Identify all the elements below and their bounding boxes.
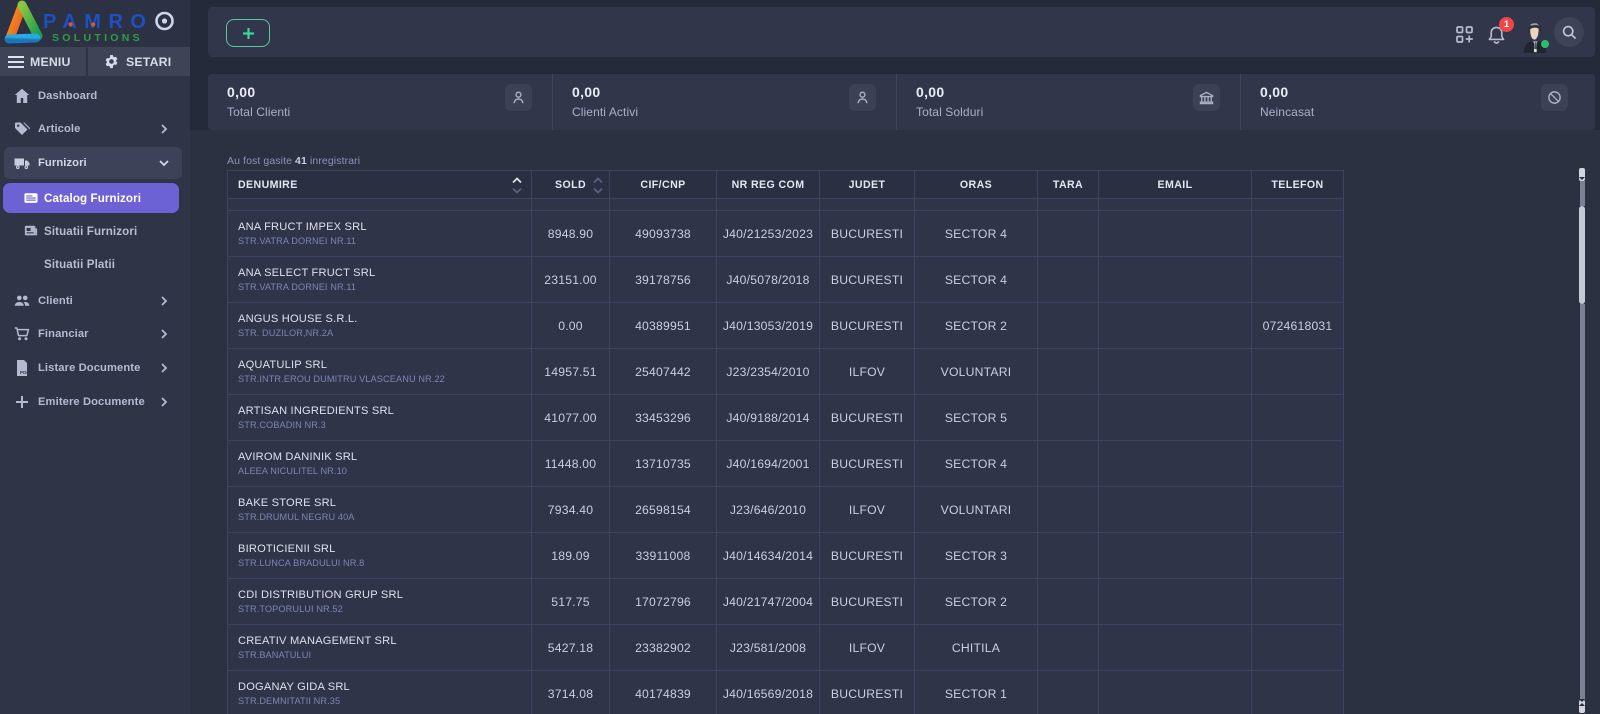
svg-text:PDF: PDF bbox=[20, 370, 29, 375]
svg-text:SOLUTIONS: SOLUTIONS bbox=[52, 32, 143, 44]
svg-text:PAMRO: PAMRO bbox=[43, 11, 153, 33]
